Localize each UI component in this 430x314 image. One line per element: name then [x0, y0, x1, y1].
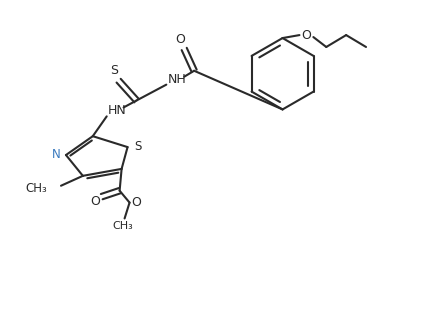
Text: O: O: [132, 196, 141, 209]
Text: HN: HN: [107, 104, 126, 117]
Text: O: O: [175, 33, 185, 46]
Text: NH: NH: [168, 73, 187, 86]
Text: S: S: [110, 64, 118, 77]
Text: N: N: [52, 148, 60, 160]
Text: CH₃: CH₃: [112, 221, 133, 231]
Text: CH₃: CH₃: [25, 182, 47, 195]
Text: S: S: [134, 140, 141, 153]
Text: O: O: [90, 195, 100, 208]
Text: O: O: [301, 29, 311, 41]
